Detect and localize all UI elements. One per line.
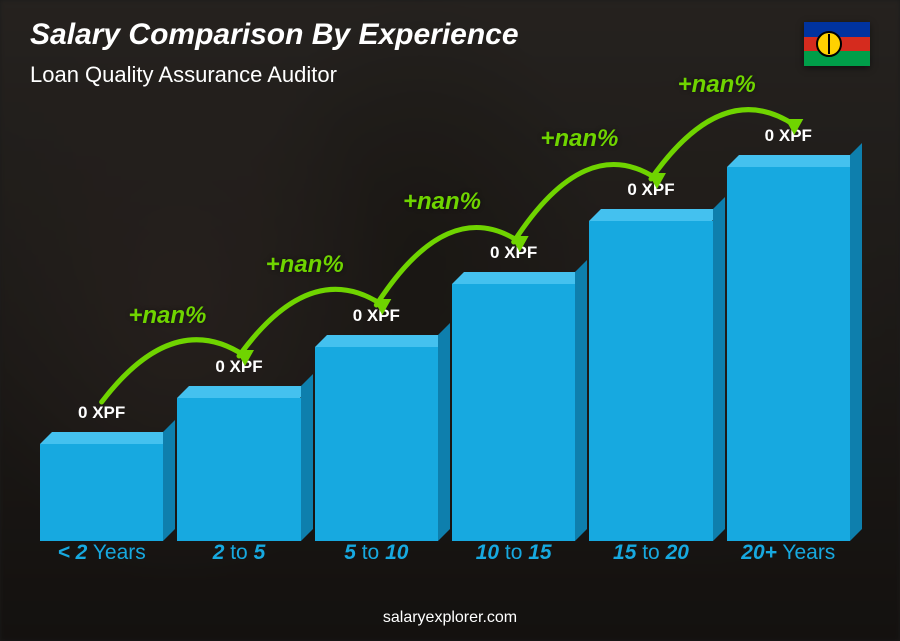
bar: 0 XPF xyxy=(589,209,712,541)
bar-slot: 0 XPF xyxy=(315,100,438,541)
bar-top xyxy=(315,335,450,347)
bar-slot: 0 XPF xyxy=(177,100,300,541)
bar-front xyxy=(177,398,300,541)
bar-side xyxy=(575,260,587,541)
flag-totem xyxy=(828,34,830,54)
bar: 0 XPF xyxy=(727,155,850,541)
page-subtitle: Loan Quality Assurance Auditor xyxy=(30,62,337,88)
bar: 0 XPF xyxy=(315,335,438,541)
bar: 0 XPF xyxy=(177,386,300,541)
bar-side xyxy=(850,143,862,541)
bar-side xyxy=(163,420,175,541)
x-axis-label: 2 to 5 xyxy=(177,541,300,571)
footer-credit: salaryexplorer.com xyxy=(0,609,900,627)
bar-front xyxy=(40,444,163,541)
chart-canvas: Salary Comparison By Experience Loan Qua… xyxy=(0,0,900,641)
bar-value-label: 0 XPF xyxy=(353,306,400,326)
x-axis-label: 5 to 10 xyxy=(315,541,438,571)
bar-value-label: 0 XPF xyxy=(627,180,674,200)
x-axis-label: 15 to 20 xyxy=(589,541,712,571)
bar-front xyxy=(315,347,438,541)
bar-top xyxy=(589,209,724,221)
bar-front xyxy=(727,167,850,541)
bar-value-label: 0 XPF xyxy=(490,243,537,263)
bar: 0 XPF xyxy=(452,272,575,541)
bar-slot: 0 XPF xyxy=(589,100,712,541)
bar-top xyxy=(727,155,862,167)
country-flag xyxy=(804,22,870,66)
x-axis-label: 20+ Years xyxy=(727,541,850,571)
bar-slot: 0 XPF xyxy=(727,100,850,541)
page-title: Salary Comparison By Experience xyxy=(30,18,519,52)
bar-slot: 0 XPF xyxy=(40,100,163,541)
bar-top xyxy=(452,272,587,284)
x-axis: < 2 Years 2 to 5 5 to 10 10 to 15 15 to 20 20… xyxy=(40,541,850,571)
bar-top xyxy=(177,386,312,398)
bar-side xyxy=(713,197,725,541)
x-axis-label: < 2 Years xyxy=(40,541,163,571)
bar-side xyxy=(438,323,450,541)
bar-front xyxy=(589,221,712,541)
bar: 0 XPF xyxy=(40,432,163,541)
bar-value-label: 0 XPF xyxy=(765,126,812,146)
bar-side xyxy=(301,374,313,541)
bar-top xyxy=(40,432,175,444)
bar-value-label: 0 XPF xyxy=(78,403,125,423)
bars-container: 0 XPF0 XPF0 XPF0 XPF0 XPF0 XPF xyxy=(40,100,850,541)
bar-chart: 0 XPF0 XPF0 XPF0 XPF0 XPF0 XPF < 2 Years… xyxy=(40,100,850,571)
bar-slot: 0 XPF xyxy=(452,100,575,541)
x-axis-label: 10 to 15 xyxy=(452,541,575,571)
bar-front xyxy=(452,284,575,541)
bar-value-label: 0 XPF xyxy=(215,357,262,377)
